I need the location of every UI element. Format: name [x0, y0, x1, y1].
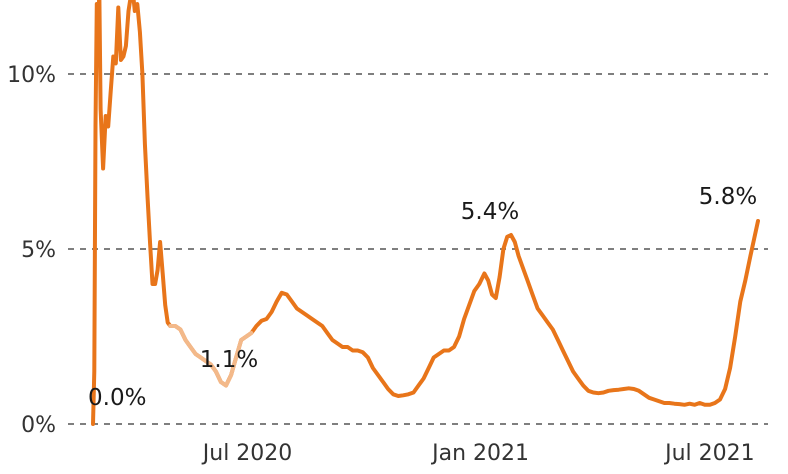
series-lines — [91, 0, 760, 426]
data-labels: 0.0% 1.1% 5.4% 5.8% — [88, 184, 757, 411]
data-label: 0.0% — [88, 385, 146, 411]
data-label: 1.1% — [200, 347, 258, 373]
x-tick-label: Jul 2021 — [663, 441, 755, 466]
series-line-light-segment — [168, 324, 254, 388]
y-tick-label: 0% — [21, 413, 56, 438]
y-tick-label: 10% — [7, 63, 56, 88]
y-axis-tick-labels: 0% 5% 10% — [7, 63, 56, 438]
x-tick-label: Jan 2021 — [430, 441, 529, 466]
data-label: 5.4% — [461, 199, 519, 225]
x-axis-tick-labels: Jul 2020 Jan 2021 Jul 2021 — [201, 441, 755, 466]
x-tick-label: Jul 2020 — [201, 441, 293, 466]
series-line — [91, 0, 760, 426]
data-label: 5.8% — [699, 184, 757, 210]
y-tick-label: 5% — [21, 238, 56, 263]
y-gridlines — [68, 73, 768, 425]
